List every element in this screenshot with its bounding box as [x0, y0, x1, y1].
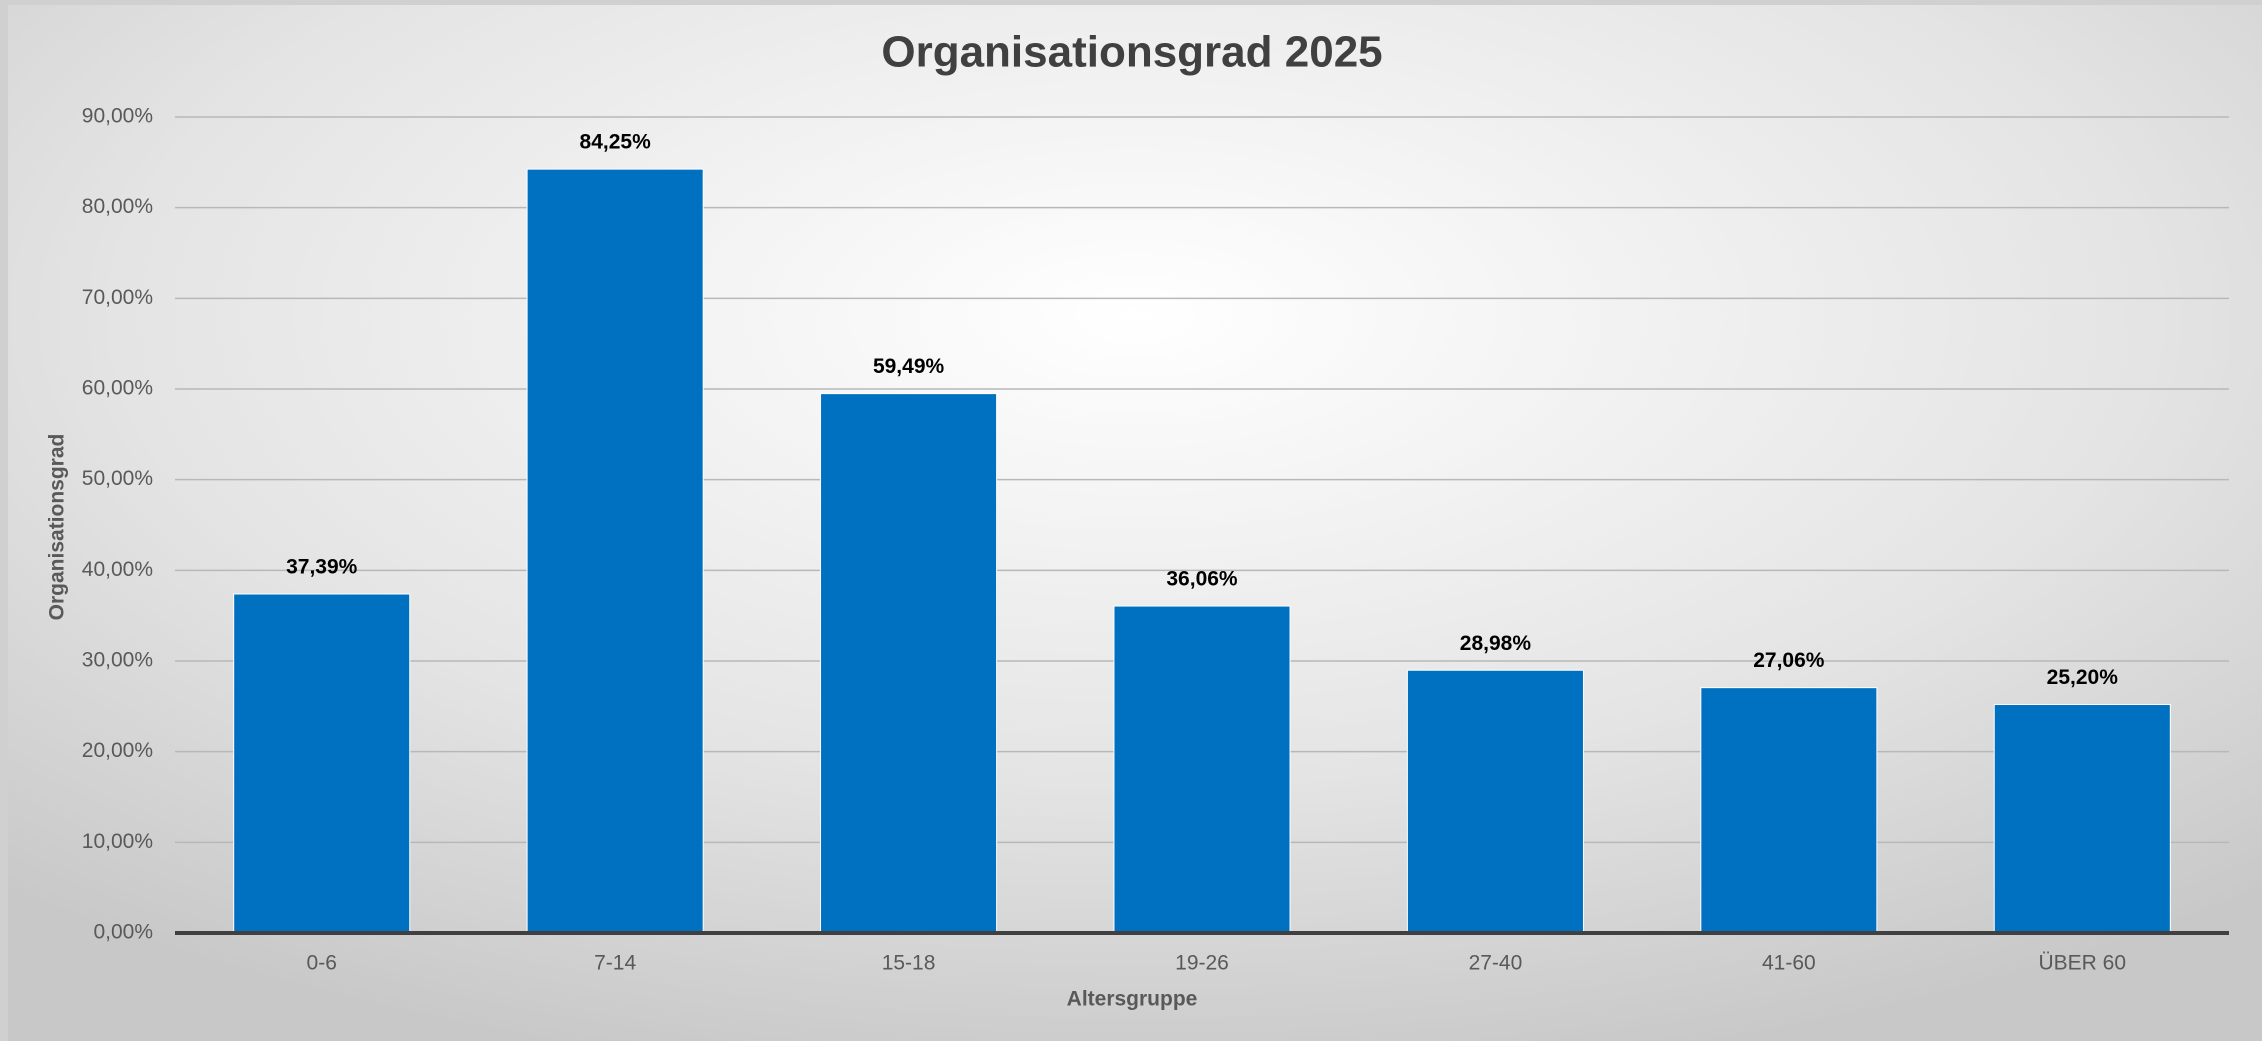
plot: 0,00% 10,00% 20,00% 30,00% 40,00% 50,00% 60,00…	[82, 105, 2229, 975]
y-tick-label: 60,00%	[82, 377, 153, 400]
x-tick-label: 0-6	[307, 952, 337, 975]
y-tick-label: 80,00%	[82, 195, 153, 218]
y-tick-label: 30,00%	[82, 649, 153, 672]
y-tick-label: 50,00%	[82, 467, 153, 490]
y-tick-label: 0,00%	[93, 921, 153, 944]
bar	[820, 393, 998, 934]
data-label: 37,39%	[286, 556, 358, 579]
x-tick-label: 15-18	[882, 952, 936, 975]
bar	[1113, 605, 1291, 934]
data-label: 84,25%	[580, 131, 652, 154]
data-label: 59,49%	[873, 355, 945, 378]
x-tick-label: 7-14	[594, 952, 636, 975]
y-axis-title: Organisationsgrad	[46, 434, 69, 621]
x-axis-title: Altersgruppe	[1067, 988, 1198, 1011]
bar	[233, 593, 411, 934]
y-tick-label: 40,00%	[82, 558, 153, 581]
y-tick-label: 70,00%	[82, 286, 153, 309]
y-tick-label: 90,00%	[82, 105, 153, 128]
bar	[1700, 687, 1878, 934]
x-tick-label: 41-60	[1762, 952, 1816, 975]
y-tick-label: 10,00%	[82, 830, 153, 853]
x-tick-label: 27-40	[1469, 952, 1523, 975]
bar	[1406, 669, 1584, 934]
x-tick-label: 19-26	[1175, 952, 1229, 975]
data-label: 27,06%	[1753, 649, 1825, 672]
data-label: 36,06%	[1166, 568, 1238, 591]
data-label: 28,98%	[1460, 632, 1532, 655]
bar	[1993, 704, 2171, 934]
chart-title: Organisationsgrad 2025	[881, 28, 1382, 77]
bar	[526, 168, 704, 934]
y-tick-label: 20,00%	[82, 739, 153, 762]
x-tick-label: ÜBER 60	[2039, 952, 2127, 975]
data-label: 25,20%	[2047, 666, 2119, 689]
